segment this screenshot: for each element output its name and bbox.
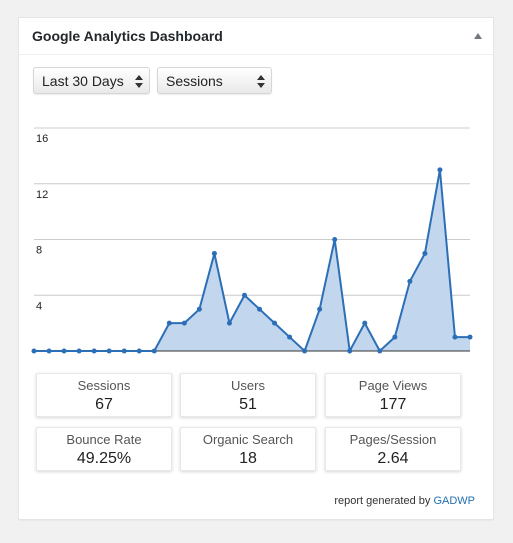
data-point bbox=[226, 320, 232, 326]
stat-value: 177 bbox=[379, 396, 407, 413]
data-point bbox=[61, 348, 67, 354]
chart-svg: 4 8 12 16 bbox=[31, 127, 473, 355]
data-point bbox=[166, 320, 172, 326]
stat-label: Organic Search bbox=[202, 432, 294, 447]
data-point bbox=[287, 334, 293, 340]
data-point bbox=[377, 348, 383, 354]
widget-header: Google Analytics Dashboard bbox=[19, 18, 493, 55]
data-point bbox=[272, 320, 278, 326]
stat-card-users: Users 51 bbox=[180, 373, 316, 417]
data-point bbox=[46, 348, 52, 354]
data-point bbox=[241, 292, 247, 298]
data-point bbox=[392, 334, 398, 340]
y-tick-label: 12 bbox=[36, 189, 48, 201]
data-point bbox=[121, 348, 127, 354]
stat-value: 18 bbox=[239, 450, 257, 467]
report-footer: report generated by GADWP bbox=[334, 495, 475, 507]
gadwp-link[interactable]: GADWP bbox=[433, 495, 475, 507]
data-point bbox=[422, 250, 428, 256]
stat-card-organic-search: Organic Search 18 bbox=[180, 427, 316, 471]
data-point bbox=[317, 306, 323, 312]
stat-card-page-views: Page Views 177 bbox=[325, 373, 461, 417]
data-point bbox=[347, 348, 353, 354]
y-tick-label: 16 bbox=[36, 133, 48, 145]
data-point bbox=[181, 320, 187, 326]
stat-value: 49.25% bbox=[76, 450, 132, 467]
date-range-select[interactable]: Last 30 Days bbox=[33, 67, 150, 94]
data-point bbox=[407, 278, 413, 284]
analytics-widget: Google Analytics Dashboard Last 30 Days … bbox=[18, 17, 494, 520]
stat-value: 51 bbox=[239, 396, 257, 413]
data-point bbox=[151, 348, 157, 354]
select-arrows-icon bbox=[257, 73, 265, 89]
y-tick-label: 8 bbox=[36, 245, 42, 257]
stat-card-sessions: Sessions 67 bbox=[36, 373, 172, 417]
stat-card-pages-per-session: Pages/Session 2.64 bbox=[325, 427, 461, 471]
data-point bbox=[332, 237, 338, 242]
data-point bbox=[437, 167, 443, 173]
sessions-chart: 4 8 12 16 bbox=[19, 110, 495, 370]
data-point bbox=[452, 334, 458, 340]
select-arrows-icon bbox=[135, 73, 143, 89]
series-area bbox=[34, 169, 470, 351]
stat-label: Bounce Rate bbox=[66, 432, 142, 447]
stat-label: Sessions bbox=[77, 378, 131, 393]
data-point bbox=[106, 348, 112, 354]
data-point bbox=[302, 348, 308, 354]
stat-label: Pages/Session bbox=[349, 432, 437, 447]
data-point bbox=[31, 348, 37, 354]
triangle-up-icon[interactable] bbox=[474, 33, 482, 39]
metric-select[interactable]: Sessions bbox=[157, 67, 272, 94]
stat-label: Page Views bbox=[358, 378, 428, 393]
stat-card-bounce-rate: Bounce Rate 49.25% bbox=[36, 427, 172, 471]
data-point bbox=[467, 334, 473, 340]
data-point bbox=[76, 348, 82, 354]
data-point bbox=[196, 306, 202, 312]
data-point bbox=[211, 250, 217, 256]
y-tick-label: 4 bbox=[36, 300, 42, 312]
stat-value: 2.64 bbox=[377, 450, 409, 467]
series-line bbox=[34, 169, 470, 355]
widget-title: Google Analytics Dashboard bbox=[32, 28, 223, 44]
date-range-value: Last 30 Days bbox=[42, 73, 124, 89]
data-point bbox=[257, 306, 263, 312]
stat-value: 67 bbox=[95, 396, 113, 413]
data-point bbox=[91, 348, 97, 354]
metric-value: Sessions bbox=[166, 73, 223, 89]
data-point bbox=[136, 348, 142, 354]
data-point bbox=[362, 320, 368, 326]
footer-text: report generated by bbox=[334, 495, 431, 507]
stat-label: Users bbox=[231, 378, 265, 393]
